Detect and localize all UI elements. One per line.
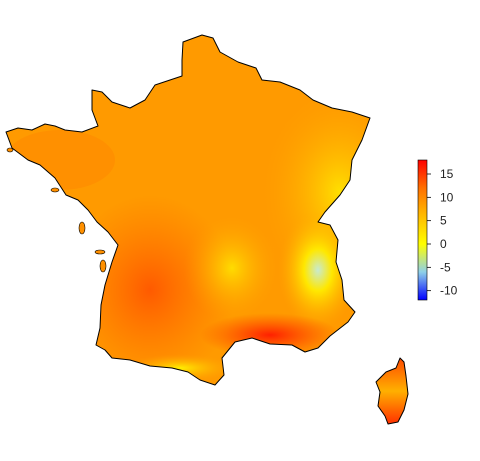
island-noirmoutier — [78, 221, 86, 235]
island-re — [94, 249, 106, 255]
corsica — [375, 357, 409, 425]
legend-tick-label: -10 — [440, 284, 458, 298]
island-belle-ile — [50, 187, 60, 193]
mainland-france — [5, 34, 371, 386]
legend-tick-label: 10 — [440, 190, 454, 204]
pyrenees-zone — [125, 354, 235, 382]
legend-tick-label: -5 — [440, 260, 451, 274]
mainland-outline — [5, 34, 371, 386]
corsica-shape — [375, 357, 409, 425]
massif-central-zone — [184, 213, 280, 323]
legend-ticks: 15 10 5 0 -5 -10 — [427, 167, 458, 298]
legend-tick-label: 15 — [440, 167, 454, 181]
alps-cold-zone — [278, 210, 358, 330]
island-oleron — [99, 259, 107, 273]
legend-tick-label: 0 — [440, 237, 447, 251]
legend-color-bar — [417, 159, 428, 301]
mediterranean-warm-zone — [200, 313, 340, 357]
legend-tick-label: 5 — [440, 214, 447, 228]
island-ouessant — [6, 147, 14, 153]
brittany-zone — [6, 130, 115, 190]
legend: 15 10 5 0 -5 -10 — [417, 159, 458, 301]
